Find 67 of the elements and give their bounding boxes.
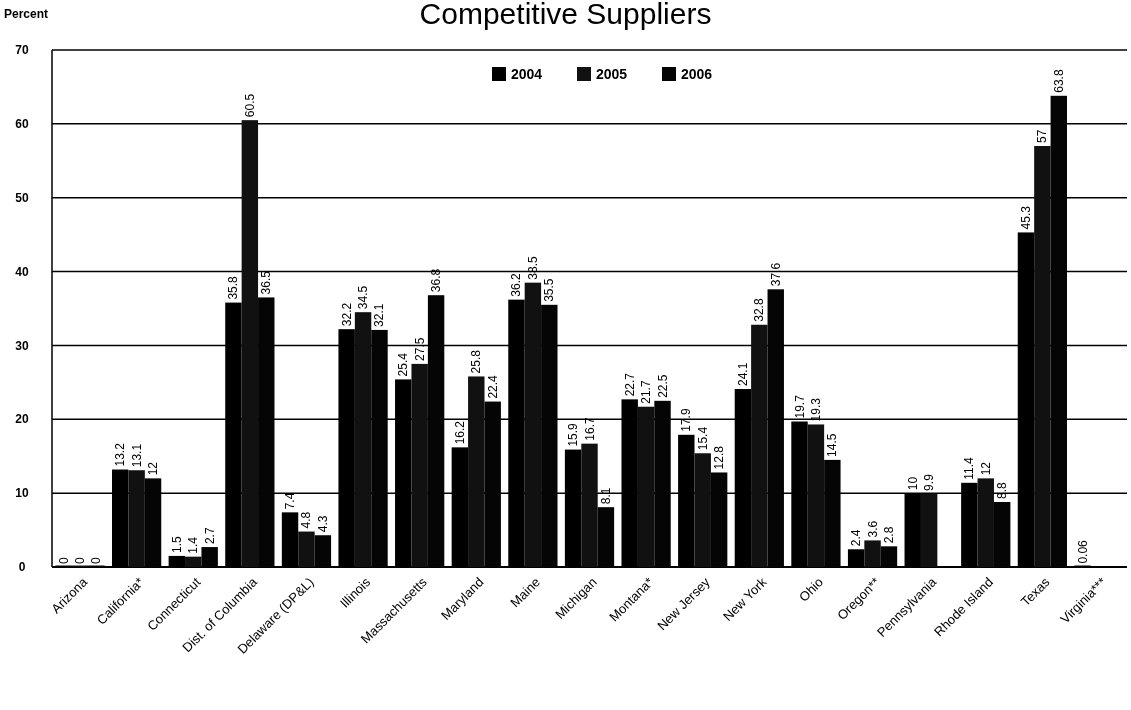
x-tick-label: New York [720, 574, 770, 624]
data-label: 36.2 [509, 272, 524, 297]
data-label: 4.8 [299, 511, 314, 529]
y-tick-label: 50 [15, 190, 29, 205]
data-label: 32.2 [339, 302, 354, 327]
data-label: 19.7 [792, 394, 807, 419]
data-label: 25.8 [469, 349, 484, 374]
data-label: 2.8 [881, 526, 896, 544]
data-label: 11.4 [962, 457, 977, 480]
y-tick-label: 20 [15, 412, 29, 427]
data-label: 14.5 [825, 433, 840, 457]
data-label: 22.7 [622, 372, 637, 397]
data-label: 22.5 [655, 374, 670, 398]
data-label: 3.6 [865, 520, 880, 538]
data-label: 13.2 [113, 442, 128, 467]
data-label: 36.5 [259, 270, 274, 295]
data-label: 9.9 [922, 473, 937, 491]
data-label: 63.8 [1051, 69, 1066, 93]
data-label: 36.8 [429, 268, 444, 293]
legend-label: 2004 [511, 66, 543, 82]
data-label: 7.4 [283, 492, 298, 510]
data-label: 35.8 [226, 275, 241, 300]
data-label: 12 [978, 461, 993, 476]
y-tick-label: 70 [15, 43, 29, 58]
data-label: 2.4 [849, 529, 864, 547]
bar [920, 493, 938, 567]
data-label: 32.1 [372, 303, 387, 327]
data-label: 0 [89, 557, 104, 564]
data-label: 22.4 [485, 374, 500, 399]
data-label: 57 [1035, 129, 1050, 144]
data-label: 1.5 [169, 535, 184, 553]
data-label: 37.6 [768, 262, 783, 287]
data-label: 19.3 [808, 397, 823, 422]
y-tick-label: 0 [18, 560, 26, 575]
data-label: 0 [73, 557, 88, 564]
data-label: 12.8 [712, 445, 727, 470]
y-tick-label: 40 [15, 264, 29, 279]
data-label: 2.7 [202, 527, 217, 545]
data-label: 0 [56, 557, 71, 564]
data-label: 32.8 [752, 298, 767, 322]
legend-label: 2005 [596, 66, 628, 82]
chart-title: Competitive Suppliers [419, 0, 712, 30]
y-axis-title: Percent [4, 7, 49, 21]
data-label: 45.3 [1018, 205, 1033, 230]
y-tick-label: 30 [15, 338, 29, 353]
y-tick-label: 60 [15, 117, 29, 132]
data-label: 8.1 [598, 487, 613, 505]
data-label: 1.4 [186, 536, 201, 554]
data-label: 0.06 [1075, 539, 1090, 564]
data-label: 60.5 [242, 93, 257, 118]
data-label: 25.4 [396, 352, 411, 377]
data-label: 35.5 [542, 278, 557, 302]
data-label: 34.5 [356, 285, 371, 310]
data-label: 17.9 [679, 408, 694, 432]
data-label: 24.1 [735, 362, 750, 386]
data-label: 13.1 [129, 443, 144, 468]
y-tick-label: 10 [15, 486, 29, 501]
data-label: 12 [146, 461, 161, 476]
x-tick-label: Ohio [796, 574, 827, 605]
legend-label: 2006 [681, 66, 713, 82]
data-label: 15.9 [566, 422, 581, 447]
data-label: 10 [905, 476, 920, 491]
data-label: 4.3 [315, 515, 330, 533]
data-label: 16.2 [452, 420, 467, 445]
data-label: 27.5 [412, 337, 427, 361]
data-label: 21.7 [639, 380, 654, 404]
data-label: 15.4 [695, 426, 710, 451]
